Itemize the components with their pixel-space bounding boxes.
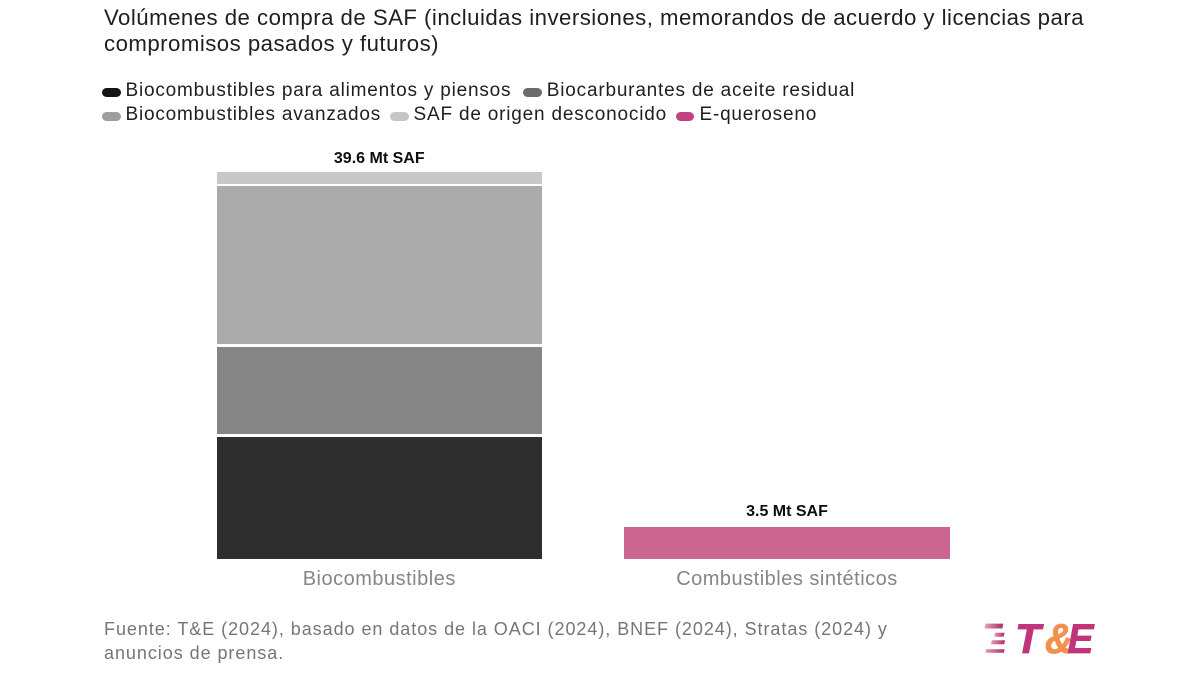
svg-text:&: & xyxy=(1045,617,1073,659)
svg-text:T: T xyxy=(1015,617,1044,659)
svg-text:E: E xyxy=(1068,617,1096,659)
